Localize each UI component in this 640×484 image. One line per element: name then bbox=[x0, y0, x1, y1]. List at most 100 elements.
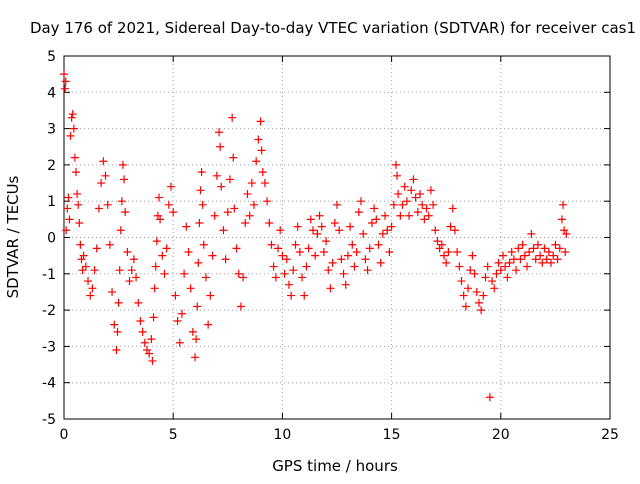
chart-title: Day 176 of 2021, Sidereal Day-to-day VTE… bbox=[30, 19, 636, 37]
data-point bbox=[437, 240, 446, 249]
data-point bbox=[117, 197, 126, 206]
y-tick-label: -4 bbox=[42, 376, 56, 392]
data-point bbox=[195, 218, 204, 227]
data-point bbox=[409, 175, 418, 184]
data-point bbox=[415, 189, 424, 198]
data-point bbox=[216, 142, 225, 151]
data-point bbox=[127, 266, 136, 275]
data-point bbox=[198, 200, 207, 209]
data-point bbox=[328, 258, 337, 267]
data-point bbox=[192, 335, 201, 344]
data-point bbox=[492, 269, 501, 278]
data-point bbox=[208, 251, 217, 260]
data-point bbox=[464, 284, 473, 293]
data-point bbox=[271, 273, 280, 282]
data-point bbox=[311, 251, 320, 260]
data-point bbox=[350, 262, 359, 271]
data-point bbox=[470, 269, 479, 278]
data-point bbox=[485, 393, 494, 402]
data-point bbox=[153, 211, 162, 220]
data-point bbox=[359, 229, 368, 238]
data-point bbox=[140, 338, 149, 347]
data-point bbox=[483, 262, 492, 271]
data-point bbox=[381, 211, 390, 220]
data-point bbox=[92, 244, 101, 253]
data-point bbox=[477, 306, 486, 315]
data-point bbox=[370, 204, 379, 213]
data-point bbox=[243, 189, 252, 198]
data-point bbox=[204, 320, 213, 329]
data-point bbox=[322, 237, 331, 246]
data-point bbox=[73, 189, 82, 198]
data-point bbox=[343, 251, 352, 260]
y-tick-label: -3 bbox=[42, 339, 56, 355]
data-point bbox=[488, 277, 497, 286]
data-point bbox=[300, 291, 309, 300]
y-tick-label: 2 bbox=[47, 158, 56, 174]
data-point bbox=[191, 353, 200, 362]
data-point bbox=[378, 229, 387, 238]
data-point bbox=[549, 251, 558, 260]
data-point bbox=[65, 215, 74, 224]
data-point bbox=[97, 179, 106, 188]
data-point bbox=[317, 222, 326, 231]
data-point bbox=[440, 251, 449, 260]
data-point bbox=[158, 251, 167, 260]
data-point bbox=[81, 262, 90, 271]
data-point bbox=[533, 240, 542, 249]
data-point bbox=[63, 204, 72, 213]
data-point bbox=[79, 251, 88, 260]
data-point bbox=[151, 262, 160, 271]
data-point bbox=[62, 226, 71, 235]
data-point bbox=[365, 244, 374, 253]
data-point bbox=[256, 117, 265, 126]
data-point bbox=[453, 248, 462, 257]
data-point bbox=[383, 226, 392, 235]
data-point bbox=[376, 258, 385, 267]
data-point bbox=[494, 258, 503, 267]
data-point bbox=[136, 316, 145, 325]
data-point bbox=[562, 229, 571, 238]
data-point bbox=[435, 244, 444, 253]
data-point bbox=[116, 226, 125, 235]
x-axis-label: GPS time / hours bbox=[272, 457, 398, 475]
data-point bbox=[78, 266, 87, 275]
data-point bbox=[315, 211, 324, 220]
data-point bbox=[223, 208, 232, 217]
y-axis-label: SDTVAR / TECUs bbox=[4, 175, 22, 298]
data-point bbox=[75, 218, 84, 227]
data-point bbox=[88, 284, 97, 293]
data-point bbox=[544, 248, 553, 257]
data-point bbox=[429, 200, 438, 209]
data-point bbox=[265, 218, 274, 227]
data-point bbox=[188, 327, 197, 336]
data-point bbox=[422, 204, 431, 213]
data-point bbox=[206, 291, 215, 300]
y-tick-label: 4 bbox=[47, 85, 56, 101]
data-point bbox=[217, 182, 226, 191]
data-point bbox=[357, 197, 366, 206]
data-point bbox=[553, 255, 562, 264]
data-point bbox=[155, 193, 164, 202]
data-point bbox=[474, 298, 483, 307]
data-point bbox=[76, 240, 85, 249]
data-point bbox=[162, 244, 171, 253]
data-point bbox=[446, 222, 455, 231]
data-point bbox=[257, 146, 266, 155]
data-point bbox=[194, 258, 203, 267]
data-point bbox=[505, 258, 514, 267]
data-point bbox=[507, 248, 516, 257]
data-point bbox=[280, 269, 289, 278]
data-point bbox=[61, 77, 70, 86]
data-point bbox=[152, 237, 161, 246]
data-point bbox=[352, 248, 361, 257]
data-point bbox=[560, 226, 569, 235]
data-point bbox=[479, 291, 488, 300]
data-point bbox=[418, 200, 427, 209]
y-tick-label: 0 bbox=[47, 231, 56, 247]
data-point bbox=[391, 160, 400, 169]
x-tick-label: 25 bbox=[601, 427, 619, 443]
data-point bbox=[426, 186, 435, 195]
data-point bbox=[424, 211, 433, 220]
data-point bbox=[293, 222, 302, 231]
